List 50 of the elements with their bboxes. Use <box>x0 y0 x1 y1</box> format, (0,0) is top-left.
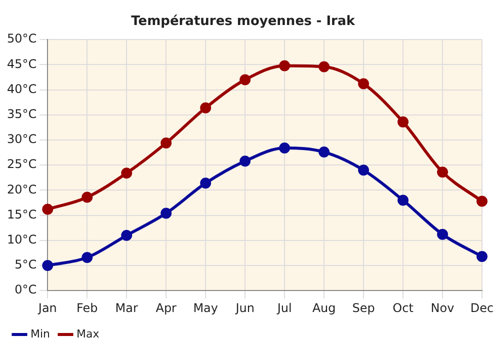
point <box>279 60 290 72</box>
point <box>476 250 488 262</box>
point <box>42 204 54 215</box>
point <box>279 142 290 154</box>
point <box>318 146 330 158</box>
x-tick-label: Nov <box>430 300 454 315</box>
point <box>437 228 448 240</box>
x-tick-label: Aug <box>312 300 336 315</box>
point <box>200 102 212 114</box>
x-tick-label: Apr <box>156 300 177 315</box>
y-tick-label: 15°C <box>6 207 37 222</box>
point <box>82 192 93 203</box>
x-tick-label: Jul <box>276 300 292 315</box>
point <box>358 164 370 176</box>
point <box>121 230 132 241</box>
point <box>160 138 172 149</box>
legend-label: Max <box>76 327 100 340</box>
point <box>42 260 54 271</box>
legend-label: Min <box>30 327 50 340</box>
y-tick-label: 25°C <box>6 157 37 172</box>
chart-title: Températures moyennes - Irak <box>131 14 356 30</box>
y-tick-label: 35°C <box>6 107 37 122</box>
point <box>160 208 172 219</box>
y-tick-label: 5°C <box>14 258 37 272</box>
y-tick-label: 30°C <box>6 132 37 146</box>
x-tick-label: Dec <box>470 300 494 315</box>
x-tick-label: Mar <box>115 300 138 315</box>
y-tick-label: 0°C <box>14 282 37 297</box>
y-tick-label: 50°C <box>6 32 37 46</box>
y-tick-label: 20°C <box>6 182 37 196</box>
point <box>398 116 409 128</box>
x-tick-label: Jan <box>37 300 57 315</box>
x-tick-label: Jun <box>234 300 254 315</box>
x-tick-label: May <box>193 300 218 315</box>
x-tick-label: Feb <box>76 300 98 315</box>
point <box>121 168 132 179</box>
point <box>476 196 488 207</box>
x-tick-label: Sep <box>352 300 375 315</box>
y-tick-label: 40°C <box>6 82 37 96</box>
point <box>398 194 409 206</box>
point <box>358 78 370 90</box>
y-tick-label: 45°C <box>6 56 37 71</box>
point <box>82 252 93 263</box>
y-tick-label: 10°C <box>6 232 37 247</box>
point <box>200 178 212 189</box>
x-tick-label: Oct <box>392 300 414 315</box>
point <box>240 156 251 167</box>
point <box>437 166 448 178</box>
point <box>240 74 251 86</box>
point <box>318 61 330 72</box>
